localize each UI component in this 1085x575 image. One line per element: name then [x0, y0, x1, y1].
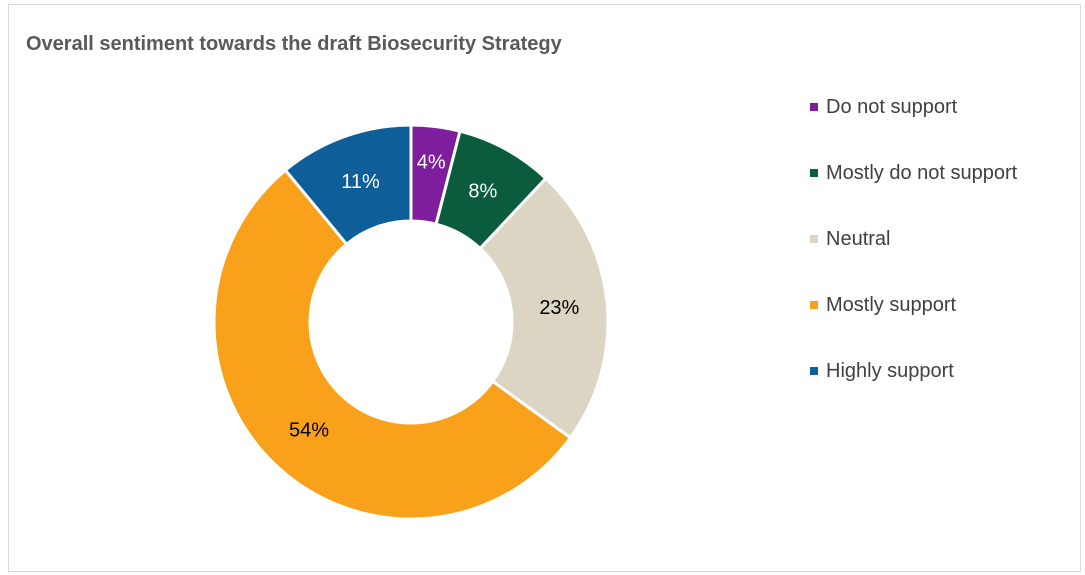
data-label-highly-support: 11%	[341, 171, 380, 193]
legend-swatch	[810, 235, 818, 243]
legend-label: Highly support	[826, 359, 954, 382]
slice-mostly-support	[212, 168, 573, 521]
legend-item-mostly-support: Mostly support	[810, 293, 1017, 317]
legend-swatch	[810, 367, 818, 375]
data-label-mostly-support: 54%	[289, 420, 329, 442]
legend-swatch	[810, 103, 818, 111]
legend-item-mostly-do-not-support: Mostly do not support	[810, 161, 1017, 185]
slice-highly-support	[283, 123, 413, 247]
legend-label: Mostly support	[826, 293, 957, 316]
legend: Do not support Mostly do not support Neutr…	[810, 95, 1017, 425]
legend-label: Mostly do not support	[826, 161, 1018, 184]
legend-label: Neutral	[826, 227, 891, 250]
legend-label: Do not support	[826, 95, 958, 118]
data-label-mostly-do-not-support: 8%	[468, 180, 497, 202]
legend-swatch	[810, 169, 818, 177]
chart-title: Overall sentiment towards the draft Bios…	[26, 33, 562, 55]
slice-neutral	[478, 176, 610, 440]
legend-item-do-not-support: Do not support	[810, 95, 1017, 119]
legend-item-neutral: Neutral	[810, 227, 1017, 251]
data-label-do-not-support: 4%	[417, 151, 446, 173]
data-labels-layer: 4% 8% 23% 54% 11%	[289, 151, 580, 441]
data-label-neutral: 23%	[539, 297, 579, 319]
legend-item-highly-support: Highly support	[810, 359, 1017, 383]
slices-layer	[212, 123, 610, 521]
legend-swatch	[810, 301, 818, 309]
